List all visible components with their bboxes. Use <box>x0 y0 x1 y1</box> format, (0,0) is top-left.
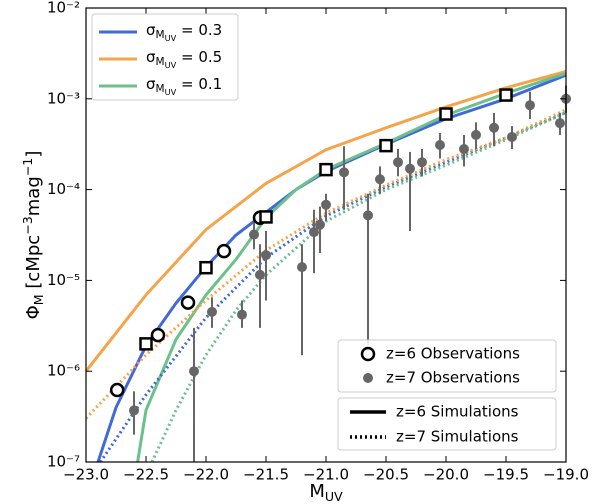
obs-marker <box>393 157 403 168</box>
obs-marker <box>555 118 565 129</box>
obs-marker <box>319 162 333 177</box>
y-tick-label: 10⁻⁶ <box>47 362 80 380</box>
legend-label-part: = 0.1 <box>176 75 222 93</box>
obs-marker <box>439 107 453 121</box>
legend-label-part: M <box>156 56 165 68</box>
obs-marker <box>339 167 349 178</box>
y-tick-label: 10⁻² <box>47 0 80 17</box>
y-axis-label-part: Φ <box>23 305 44 319</box>
obs-marker <box>507 131 517 142</box>
legend-box <box>337 397 557 451</box>
x-tick-label: −21.5 <box>243 466 289 484</box>
obs-marker <box>379 138 393 153</box>
x-tick-label: −22.5 <box>123 466 169 484</box>
obs-marker <box>309 227 319 238</box>
obs-marker <box>180 295 196 310</box>
legend-label-part: σ <box>146 75 156 93</box>
legend-label: σMUV = 0.1 <box>146 75 222 97</box>
y-axis-label-part: ] <box>23 151 44 158</box>
model-line <box>136 71 566 462</box>
obs-marker <box>216 243 232 259</box>
legend-label-part: = 0.5 <box>176 48 222 66</box>
legend-marker <box>363 373 373 383</box>
obs-marker <box>525 100 535 111</box>
obs-marker <box>237 309 247 320</box>
legend-label-part: σ <box>146 21 156 39</box>
model-line <box>86 108 566 420</box>
y-axis-label-part: −1 <box>20 158 35 177</box>
obs-marker <box>139 337 153 351</box>
x-axis-label-part: M <box>309 481 325 502</box>
obs-marker <box>150 327 166 343</box>
obs-marker <box>321 199 331 210</box>
y-tick-label: 10⁻⁵ <box>47 271 80 289</box>
legend-label-part: UV <box>165 33 177 43</box>
model-line <box>150 111 566 462</box>
obs-marker <box>297 262 307 273</box>
legend-label: σMUV = 0.5 <box>146 48 222 70</box>
legend-marker <box>360 346 376 362</box>
legend-label: z=6 Simulations <box>396 403 519 421</box>
y-axis-label-part: −3 <box>20 216 35 235</box>
obs-marker <box>259 210 273 224</box>
obs-marker <box>109 382 125 398</box>
obs-marker <box>261 250 271 261</box>
legend-box <box>337 339 557 393</box>
legend-label-part: UV <box>165 60 177 70</box>
obs-marker <box>255 269 265 280</box>
points <box>109 85 571 462</box>
x-tick-label: −20.0 <box>423 466 469 484</box>
obs-marker <box>129 405 139 416</box>
model-line <box>86 70 566 373</box>
legend-label: σMUV = 0.3 <box>146 21 222 43</box>
legend-label: z=6 Observations <box>386 345 520 363</box>
legend-label-part: M <box>156 83 165 95</box>
x-tick-label: −21.0 <box>303 466 349 484</box>
obs-marker <box>489 122 499 133</box>
obs-marker <box>249 229 259 240</box>
axes: −23.0 −22.5 −22.0 −21.5 −21.0 −20.5 −20.0 −19.5… <box>20 0 589 504</box>
obs-marker <box>199 260 213 275</box>
y-axis-label-part: mag <box>23 176 44 216</box>
legend-label: z=7 Observations <box>386 369 520 387</box>
y-axis-label-part: M <box>31 294 46 305</box>
obs-marker <box>471 129 481 140</box>
x-axis-label-part: UV <box>325 489 343 504</box>
y-tick-label: 10⁻³ <box>47 89 80 107</box>
legend-box <box>91 13 239 101</box>
obs-marker <box>315 219 325 230</box>
legend-label-part: M <box>156 29 165 41</box>
obs-marker <box>207 306 217 317</box>
y-tick-label: 10⁻⁴ <box>47 180 80 198</box>
obs-marker <box>499 88 513 102</box>
x-tick-label: −20.5 <box>363 466 409 484</box>
y-tick-label: 10⁻⁷ <box>47 453 80 471</box>
legend-label: z=7 Simulations <box>396 428 519 446</box>
obs-marker <box>405 163 415 174</box>
x-axis-label: MUV <box>309 481 343 504</box>
legend-label-part: = 0.3 <box>176 21 222 39</box>
obs-marker <box>375 174 385 185</box>
y-axis-label: ΦM [cMpc−3mag−1] <box>20 151 46 320</box>
x-tick-label: −23.0 <box>63 466 109 484</box>
obs-marker <box>417 157 427 168</box>
legend-label-part: σ <box>146 48 156 66</box>
y-axis-label-part: [cMpc <box>23 235 44 295</box>
obs-marker <box>459 143 469 154</box>
obs-marker <box>435 139 445 150</box>
x-tick-label: −19.5 <box>483 466 529 484</box>
obs-marker <box>363 210 373 221</box>
x-tick-label: −22.0 <box>183 466 229 484</box>
x-tick-label: −19.0 <box>543 466 589 484</box>
obs-marker <box>189 366 199 377</box>
legend-label-part: UV <box>165 87 177 97</box>
